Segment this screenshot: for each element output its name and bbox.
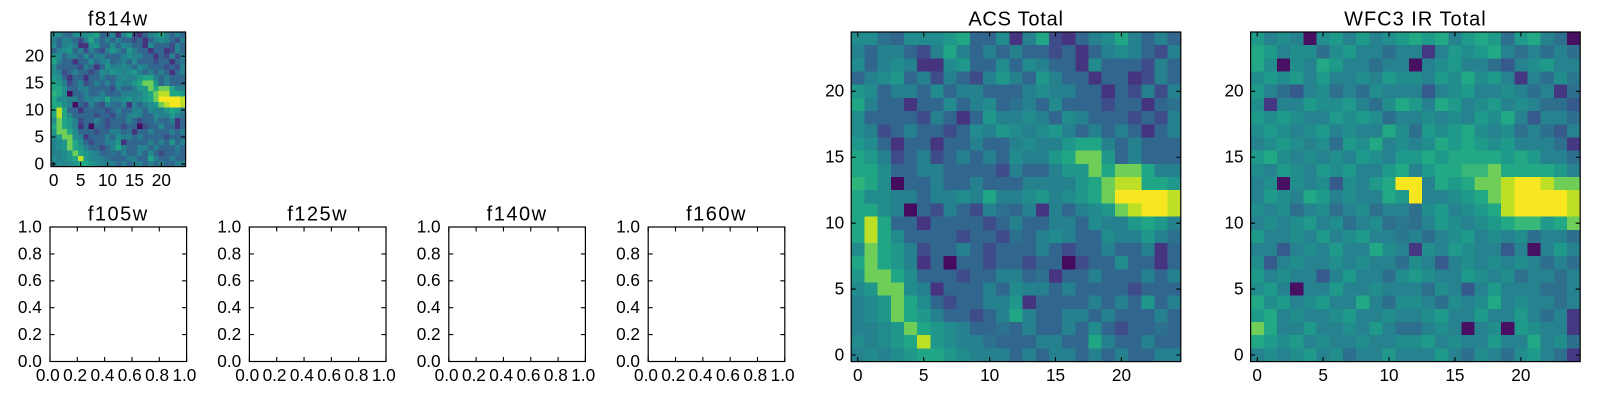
- svg-text:0.4: 0.4: [689, 365, 713, 385]
- svg-text:ACS Total: ACS Total: [968, 9, 1063, 31]
- svg-text:f814w: f814w: [88, 9, 149, 31]
- svg-text:1.0: 1.0: [771, 365, 795, 385]
- svg-text:f105w: f105w: [88, 204, 149, 226]
- svg-text:1.0: 1.0: [417, 216, 441, 236]
- svg-text:15: 15: [125, 170, 144, 190]
- svg-text:15: 15: [1445, 365, 1464, 385]
- svg-text:0: 0: [34, 153, 44, 173]
- svg-text:20: 20: [1112, 365, 1131, 385]
- svg-text:0.2: 0.2: [417, 324, 441, 344]
- svg-text:f140w: f140w: [487, 204, 548, 226]
- svg-text:15: 15: [25, 73, 44, 93]
- svg-text:0.2: 0.2: [263, 365, 287, 385]
- svg-text:0.2: 0.2: [661, 365, 685, 385]
- svg-text:20: 20: [1511, 365, 1530, 385]
- svg-text:0.0: 0.0: [235, 365, 259, 385]
- svg-text:WFC3 IR Total: WFC3 IR Total: [1344, 9, 1487, 31]
- svg-text:15: 15: [1224, 147, 1243, 167]
- svg-text:1.0: 1.0: [18, 216, 42, 236]
- svg-text:0.4: 0.4: [18, 297, 42, 317]
- svg-text:1.0: 1.0: [172, 365, 196, 385]
- svg-text:5: 5: [1318, 365, 1328, 385]
- svg-text:0: 0: [853, 365, 863, 385]
- svg-text:1.0: 1.0: [571, 365, 595, 385]
- svg-text:0.0: 0.0: [634, 365, 658, 385]
- svg-text:0: 0: [835, 344, 845, 364]
- svg-text:5: 5: [34, 126, 44, 146]
- svg-text:0.0: 0.0: [435, 365, 459, 385]
- svg-text:0.4: 0.4: [290, 365, 314, 385]
- svg-text:0.8: 0.8: [345, 365, 369, 385]
- svg-text:0.8: 0.8: [217, 243, 241, 263]
- svg-text:0.8: 0.8: [145, 365, 169, 385]
- svg-text:f125w: f125w: [287, 204, 348, 226]
- svg-text:0.6: 0.6: [616, 270, 640, 290]
- svg-text:0.6: 0.6: [317, 365, 341, 385]
- svg-text:0.8: 0.8: [544, 365, 568, 385]
- svg-text:0.8: 0.8: [18, 243, 42, 263]
- svg-text:f160w: f160w: [686, 204, 747, 226]
- svg-text:10: 10: [1224, 213, 1243, 233]
- svg-text:10: 10: [980, 365, 999, 385]
- svg-text:0.4: 0.4: [489, 365, 513, 385]
- svg-text:0.0: 0.0: [36, 365, 60, 385]
- svg-text:0.8: 0.8: [616, 243, 640, 263]
- svg-text:0.2: 0.2: [462, 365, 486, 385]
- svg-text:0.6: 0.6: [716, 365, 740, 385]
- svg-text:0.6: 0.6: [217, 270, 241, 290]
- svg-text:0.6: 0.6: [417, 270, 441, 290]
- svg-text:0.4: 0.4: [616, 297, 640, 317]
- svg-text:0.0: 0.0: [616, 351, 640, 371]
- svg-text:5: 5: [835, 278, 845, 298]
- svg-text:0.2: 0.2: [616, 324, 640, 344]
- svg-text:1.0: 1.0: [372, 365, 396, 385]
- svg-text:0.2: 0.2: [63, 365, 87, 385]
- svg-text:0.6: 0.6: [517, 365, 541, 385]
- svg-text:10: 10: [1379, 365, 1398, 385]
- svg-text:20: 20: [1224, 81, 1243, 101]
- svg-text:20: 20: [825, 81, 844, 101]
- svg-text:0.2: 0.2: [217, 324, 241, 344]
- svg-text:5: 5: [76, 170, 86, 190]
- svg-text:0.4: 0.4: [417, 297, 441, 317]
- svg-text:5: 5: [919, 365, 929, 385]
- svg-text:0: 0: [1252, 365, 1262, 385]
- svg-text:0: 0: [49, 170, 59, 190]
- svg-text:1.0: 1.0: [217, 216, 241, 236]
- svg-text:0.6: 0.6: [118, 365, 142, 385]
- svg-text:0.0: 0.0: [18, 351, 42, 371]
- svg-text:10: 10: [825, 213, 844, 233]
- svg-text:0.8: 0.8: [743, 365, 767, 385]
- svg-text:0.0: 0.0: [417, 351, 441, 371]
- svg-text:0.0: 0.0: [217, 351, 241, 371]
- svg-text:10: 10: [25, 99, 44, 119]
- svg-text:0.6: 0.6: [18, 270, 42, 290]
- svg-text:20: 20: [152, 170, 171, 190]
- svg-text:20: 20: [25, 46, 44, 66]
- svg-text:10: 10: [98, 170, 117, 190]
- svg-text:0.2: 0.2: [18, 324, 42, 344]
- svg-text:0.8: 0.8: [417, 243, 441, 263]
- svg-text:0.4: 0.4: [90, 365, 114, 385]
- svg-text:1.0: 1.0: [616, 216, 640, 236]
- svg-text:0.4: 0.4: [217, 297, 241, 317]
- svg-text:5: 5: [1234, 278, 1244, 298]
- svg-text:0: 0: [1234, 344, 1244, 364]
- svg-text:15: 15: [825, 147, 844, 167]
- svg-text:15: 15: [1046, 365, 1065, 385]
